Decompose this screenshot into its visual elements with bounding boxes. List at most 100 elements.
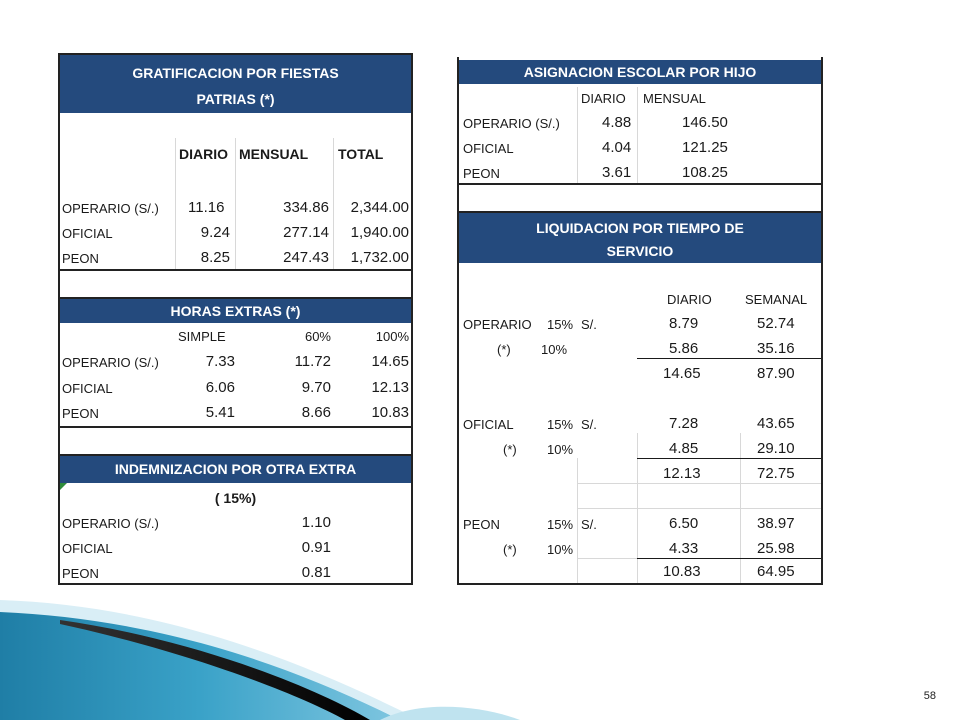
liquidacion-s2: 35.16 <box>757 340 795 357</box>
indemnizacion-row-label: OFICIAL <box>62 541 113 556</box>
asignacion-row-mensual: 121.25 <box>682 139 728 156</box>
liquidacion-st: 64.95 <box>757 563 795 580</box>
liquidacion-pct1: 15% <box>547 417 574 432</box>
liquidacion-d2: 4.85 <box>669 440 699 457</box>
asignacion-table: ASIGNACION ESCOLAR POR HIJO DIARIO MENSU… <box>457 57 823 185</box>
liquidacion-st: 87.90 <box>757 365 795 382</box>
liquidacion-dt: 12.13 <box>663 465 701 482</box>
gratificacion-col-mensual: MENSUAL <box>239 146 309 162</box>
horas-extras-row-60: 8.66 <box>301 404 331 421</box>
liquidacion-pct2: 10% <box>547 442 574 457</box>
gratificacion-row-diario: 11.16 <box>188 199 225 216</box>
liquidacion-note: (*) <box>497 342 511 357</box>
liquidacion-d1: 8.79 <box>669 315 699 332</box>
liquidacion-col-diario: DIARIO <box>667 292 712 307</box>
liquidacion-s1: 43.65 <box>757 415 795 432</box>
liquidacion-note: (*) <box>503 442 517 457</box>
asignacion-row-diario: 4.04 <box>602 139 632 156</box>
indemnizacion-subtitle: ( 15%) <box>214 490 257 506</box>
horas-extras-header: HORAS EXTRAS (*) <box>60 299 411 323</box>
horas-extras-row-simple: 7.33 <box>205 353 235 370</box>
liquidacion-d2: 4.33 <box>669 540 699 557</box>
green-corner-mark <box>60 483 67 490</box>
indemnizacion-row-label: OPERARIO (S/.) <box>62 516 159 531</box>
gratificacion-row-mensual: 247.43 <box>283 249 329 266</box>
horas-extras-row-100: 10.83 <box>371 404 409 421</box>
gratificacion-table: GRATIFICACION POR FIESTAS PATRIAS (*) DI… <box>58 53 413 271</box>
indemnizacion-row-label: PEON <box>62 566 99 581</box>
liquidacion-d1: 7.28 <box>669 415 699 432</box>
asignacion-row-label: OPERARIO (S/.) <box>463 116 560 131</box>
asignacion-col-diario: DIARIO <box>581 91 626 106</box>
indemnizacion-table: INDEMNIZACION POR OTRA EXTRA ( 15%) OPER… <box>58 454 413 585</box>
liquidacion-d1: 6.50 <box>669 515 699 532</box>
gratificacion-row-mensual: 277.14 <box>283 224 329 241</box>
asignacion-row-mensual: 108.25 <box>682 164 728 181</box>
liquidacion-note: (*) <box>503 542 517 557</box>
horas-extras-table: HORAS EXTRAS (*) SIMPLE 60% 100% OPERARI… <box>58 297 413 428</box>
indemnizacion-row-value: 0.81 <box>301 564 331 581</box>
horas-extras-row-simple: 5.41 <box>205 404 235 421</box>
gratificacion-row-total: 1,940.00 <box>350 224 409 241</box>
gratificacion-title-line1: GRATIFICACION POR FIESTAS <box>132 65 339 81</box>
indemnizacion-header: INDEMNIZACION POR OTRA EXTRA <box>60 456 411 483</box>
asignacion-row-mensual: 146.50 <box>682 114 728 131</box>
gratificacion-row-diario: 8.25 <box>200 249 230 266</box>
gratificacion-col-diario: DIARIO <box>179 146 228 162</box>
horas-extras-row-100: 12.13 <box>371 379 409 396</box>
liquidacion-currency: S/. <box>581 317 597 332</box>
liquidacion-header: LIQUIDACION POR TIEMPO DE SERVICIO <box>459 213 821 263</box>
liquidacion-dt: 14.65 <box>663 365 701 382</box>
gratificacion-title-line2: PATRIAS (*) <box>196 91 275 107</box>
horas-extras-col-60: 60% <box>304 329 331 344</box>
liquidacion-dt: 10.83 <box>663 563 701 580</box>
asignacion-row-diario: 3.61 <box>602 164 632 181</box>
liquidacion-st: 72.75 <box>757 465 795 482</box>
gratificacion-row-label: OFICIAL <box>62 226 113 241</box>
gratificacion-row-total: 2,344.00 <box>350 199 409 216</box>
horas-extras-row-label: OPERARIO (S/.) <box>62 355 159 370</box>
liquidacion-s2: 25.98 <box>757 540 795 557</box>
liquidacion-currency: S/. <box>581 517 597 532</box>
horas-extras-row-label: OFICIAL <box>62 381 113 396</box>
liquidacion-s1: 52.74 <box>757 315 795 332</box>
horas-extras-row-100: 14.65 <box>371 353 409 370</box>
gratificacion-row-label: OPERARIO (S/.) <box>62 201 159 216</box>
liquidacion-s2: 29.10 <box>757 440 795 457</box>
gratificacion-col-total: TOTAL <box>338 146 384 162</box>
liquidacion-pct2: 10% <box>547 542 574 557</box>
asignacion-col-mensual: MENSUAL <box>643 91 706 106</box>
indemnizacion-row-value: 1.10 <box>301 514 331 531</box>
gratificacion-header: GRATIFICACION POR FIESTAS PATRIAS (*) <box>60 55 411 113</box>
liquidacion-pct1: 15% <box>547 517 574 532</box>
asignacion-header: ASIGNACION ESCOLAR POR HIJO <box>459 60 821 84</box>
liquidacion-pct1: 15% <box>547 317 574 332</box>
liquidacion-col-semanal: SEMANAL <box>745 292 808 307</box>
page-number: 58 <box>923 690 936 702</box>
asignacion-title: ASIGNACION ESCOLAR POR HIJO <box>523 64 757 80</box>
horas-extras-title: HORAS EXTRAS (*) <box>170 303 301 319</box>
gratificacion-row-diario: 9.24 <box>200 224 230 241</box>
gratificacion-row-label: PEON <box>62 251 99 266</box>
gratificacion-row-mensual: 334.86 <box>283 199 329 216</box>
liquidacion-currency: S/. <box>581 417 597 432</box>
horas-extras-row-60: 11.72 <box>294 353 331 370</box>
liquidacion-group-label: OFICIAL <box>463 417 514 432</box>
asignacion-row-diario: 4.88 <box>602 114 632 131</box>
horas-extras-col-100: 100% <box>375 329 409 344</box>
indemnizacion-row-value: 0.91 <box>301 539 331 556</box>
horas-extras-row-label: PEON <box>62 406 99 421</box>
liquidacion-s1: 38.97 <box>757 515 795 532</box>
gratificacion-row-total: 1,732.00 <box>350 249 409 266</box>
horas-extras-row-simple: 6.06 <box>205 379 235 396</box>
horas-extras-col-simple: SIMPLE <box>178 329 226 344</box>
liquidacion-title-line1: LIQUIDACION POR TIEMPO DE <box>536 220 744 236</box>
liquidacion-group-label: PEON <box>463 517 500 532</box>
horas-extras-row-60: 9.70 <box>301 379 331 396</box>
asignacion-row-label: PEON <box>463 166 500 181</box>
indemnizacion-title: INDEMNIZACION POR OTRA EXTRA <box>114 461 357 477</box>
liquidacion-title-line2: SERVICIO <box>606 243 674 259</box>
liquidacion-d2: 5.86 <box>669 340 699 357</box>
liquidacion-table: LIQUIDACION POR TIEMPO DE SERVICIO DIARI… <box>457 211 823 585</box>
